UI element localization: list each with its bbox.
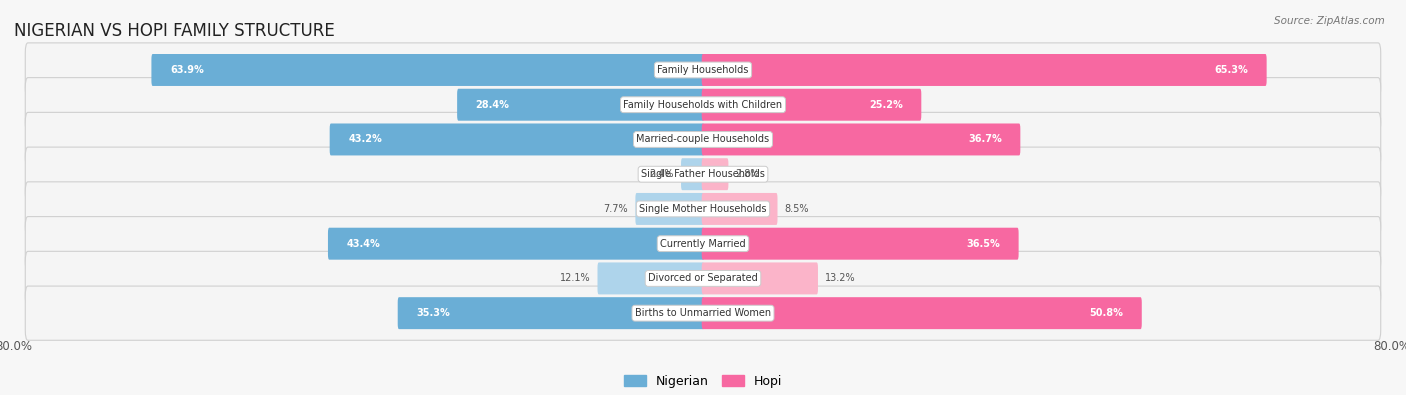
FancyBboxPatch shape xyxy=(25,182,1381,236)
FancyBboxPatch shape xyxy=(636,193,704,225)
FancyBboxPatch shape xyxy=(702,89,921,121)
Text: 2.4%: 2.4% xyxy=(650,169,673,179)
Text: Married-couple Households: Married-couple Households xyxy=(637,134,769,145)
Text: Source: ZipAtlas.com: Source: ZipAtlas.com xyxy=(1274,16,1385,26)
FancyBboxPatch shape xyxy=(329,124,704,156)
FancyBboxPatch shape xyxy=(152,54,704,86)
Text: 12.1%: 12.1% xyxy=(560,273,591,284)
Text: 43.4%: 43.4% xyxy=(346,239,380,249)
FancyBboxPatch shape xyxy=(25,286,1381,340)
Text: 13.2%: 13.2% xyxy=(825,273,856,284)
Text: Family Households: Family Households xyxy=(658,65,748,75)
Text: Family Households with Children: Family Households with Children xyxy=(623,100,783,110)
Text: Births to Unmarried Women: Births to Unmarried Women xyxy=(636,308,770,318)
FancyBboxPatch shape xyxy=(702,158,728,190)
FancyBboxPatch shape xyxy=(25,43,1381,97)
FancyBboxPatch shape xyxy=(25,216,1381,271)
Text: 36.7%: 36.7% xyxy=(969,134,1002,145)
FancyBboxPatch shape xyxy=(702,228,1018,260)
FancyBboxPatch shape xyxy=(25,251,1381,305)
FancyBboxPatch shape xyxy=(25,147,1381,201)
FancyBboxPatch shape xyxy=(702,54,1267,86)
Text: Single Mother Households: Single Mother Households xyxy=(640,204,766,214)
Text: 28.4%: 28.4% xyxy=(475,100,509,110)
FancyBboxPatch shape xyxy=(25,78,1381,132)
FancyBboxPatch shape xyxy=(598,262,704,294)
Text: NIGERIAN VS HOPI FAMILY STRUCTURE: NIGERIAN VS HOPI FAMILY STRUCTURE xyxy=(14,23,335,40)
Text: 63.9%: 63.9% xyxy=(170,65,204,75)
Text: 43.2%: 43.2% xyxy=(349,134,382,145)
Text: 25.2%: 25.2% xyxy=(869,100,903,110)
Text: 35.3%: 35.3% xyxy=(416,308,450,318)
Text: 2.8%: 2.8% xyxy=(735,169,761,179)
Legend: Nigerian, Hopi: Nigerian, Hopi xyxy=(619,370,787,393)
FancyBboxPatch shape xyxy=(702,193,778,225)
Text: 7.7%: 7.7% xyxy=(603,204,628,214)
FancyBboxPatch shape xyxy=(25,112,1381,167)
Text: 36.5%: 36.5% xyxy=(966,239,1000,249)
Text: Single Father Households: Single Father Households xyxy=(641,169,765,179)
FancyBboxPatch shape xyxy=(702,262,818,294)
Text: Divorced or Separated: Divorced or Separated xyxy=(648,273,758,284)
FancyBboxPatch shape xyxy=(702,124,1021,156)
Text: 50.8%: 50.8% xyxy=(1090,308,1123,318)
FancyBboxPatch shape xyxy=(328,228,704,260)
Text: 65.3%: 65.3% xyxy=(1215,65,1249,75)
Text: 8.5%: 8.5% xyxy=(785,204,810,214)
FancyBboxPatch shape xyxy=(398,297,704,329)
Text: Currently Married: Currently Married xyxy=(661,239,745,249)
FancyBboxPatch shape xyxy=(681,158,704,190)
FancyBboxPatch shape xyxy=(457,89,704,121)
FancyBboxPatch shape xyxy=(702,297,1142,329)
